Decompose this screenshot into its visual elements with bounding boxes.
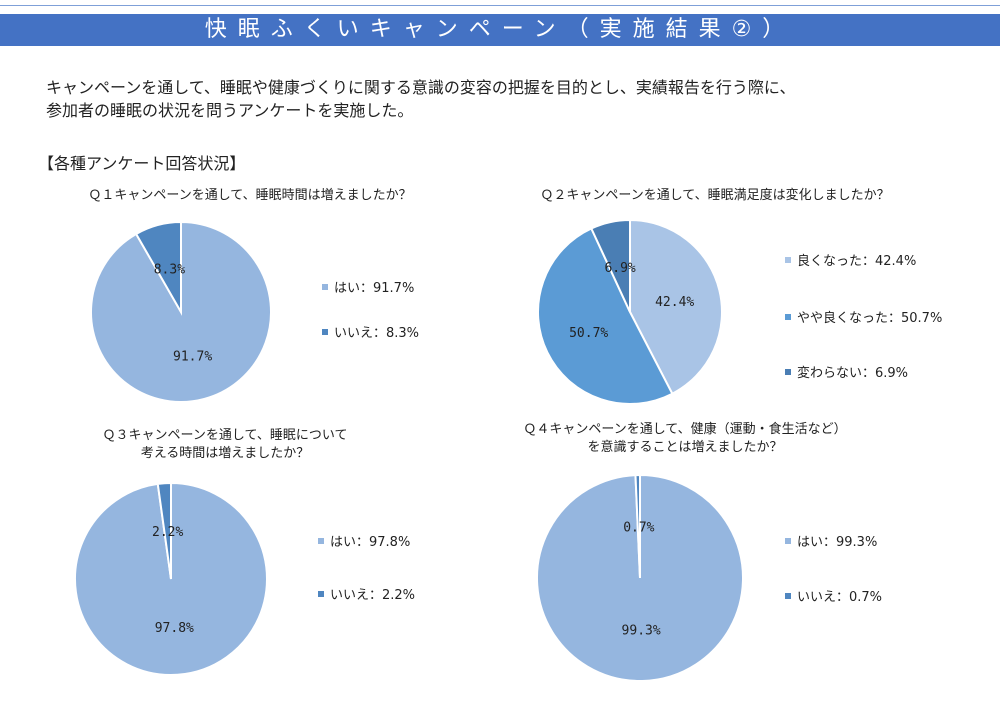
q2-data-label-1: 50.7% (569, 326, 608, 341)
q1-data-label-0: 91.7% (173, 349, 212, 364)
q4-title-line-2: を意識することは増えましたか？ (587, 440, 783, 455)
legend-label: いいえ：8.3% (334, 326, 420, 341)
q3-slice-1 (156, 481, 172, 580)
q3-legend-item-0: はい：97.8% (318, 531, 410, 550)
q4-data-label-1: 0.7% (623, 521, 654, 536)
q4-title: Ｑ４キャンペーンを通して、健康（運動・食生活など） を意識することは増えましたか… (490, 421, 880, 457)
q2-slice-0 (629, 218, 723, 396)
top-divider (0, 5, 1000, 6)
legend-swatch (785, 592, 791, 599)
legend-label: 変わらない：6.9% (797, 366, 909, 381)
page-title: 快眠ふくいキャンペーン（実施結果②） (0, 14, 1000, 46)
intro-line-2: 参加者の睡眠の状況を問うアンケートを実施した。 (46, 101, 414, 120)
q4-legend-item-0: はい：99.3% (785, 531, 877, 550)
q1-title: Ｑ１キャンペーンを通して、睡眠時間は増えましたか？ (88, 188, 412, 203)
intro-text: キャンペーンを通して、睡眠や健康づくりに関する意識の変容の把握を目的とし、実績報… (46, 76, 795, 122)
q2-slice-1 (537, 227, 674, 405)
legend-swatch (785, 368, 791, 375)
legend-label: はい：91.7% (334, 281, 415, 296)
q2-title: Ｑ２キャンペーンを通して、睡眠満足度は変化しましたか？ (540, 188, 890, 203)
q4-slice-1 (634, 473, 641, 579)
q2-legend-item-1: やや良くなった：50.7% (785, 307, 942, 326)
q4-legend-item-1: いいえ：0.7% (785, 586, 882, 605)
q1-legend-item-1: いいえ：8.3% (322, 322, 419, 341)
legend-swatch (785, 256, 791, 263)
q3-title: Ｑ３キャンペーンを通して、睡眠について 考える時間は増えましたか？ (60, 427, 390, 463)
legend-label: いいえ：0.7% (797, 590, 883, 605)
q3-legend-item-1: いいえ：2.2% (318, 584, 415, 603)
q1-legend-item-0: はい：91.7% (322, 277, 414, 296)
legend-swatch (785, 537, 791, 544)
q2-data-label-0: 42.4% (655, 295, 694, 310)
q3-title-line-2: 考える時間は増えましたか？ (140, 446, 310, 461)
section-title: 【各種アンケート回答状況】 (38, 154, 246, 173)
q3-data-label-0: 97.8% (155, 621, 194, 636)
legend-swatch (785, 313, 791, 320)
q2-data-label-2: 6.9% (604, 261, 635, 276)
q4-title-line-1: Ｑ４キャンペーンを通して、健康（運動・食生活など） (523, 422, 847, 437)
q2-slice-2 (590, 218, 631, 313)
legend-label: いいえ：2.2% (330, 588, 416, 603)
q3-data-label-1: 2.2% (152, 525, 183, 540)
legend-swatch (322, 328, 328, 335)
legend-label: 良くなった：42.4% (797, 254, 917, 269)
legend-swatch (322, 283, 328, 290)
q2-legend-item-2: 変わらない：6.9% (785, 362, 908, 381)
legend-label: やや良くなった：50.7% (797, 311, 943, 326)
q2-legend-item-0: 良くなった：42.4% (785, 250, 916, 269)
legend-swatch (318, 590, 324, 597)
legend-label: はい：97.8% (330, 535, 411, 550)
legend-swatch (318, 537, 324, 544)
q1-data-label-1: 8.3% (154, 263, 185, 278)
intro-line-1: キャンペーンを通して、睡眠や健康づくりに関する意識の変容の把握を目的とし、実績報… (46, 78, 796, 97)
q1-slice-1 (134, 220, 182, 316)
q3-title-line-1: Ｑ３キャンペーンを通して、睡眠について (102, 428, 348, 443)
legend-label: はい：99.3% (797, 535, 878, 550)
q4-data-label-0: 99.3% (622, 623, 661, 638)
